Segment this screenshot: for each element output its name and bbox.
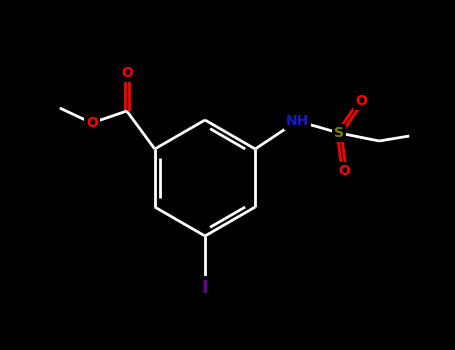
Text: I: I [202, 279, 208, 297]
Text: NH: NH [286, 114, 309, 128]
Text: O: O [355, 94, 367, 108]
Text: O: O [86, 116, 98, 130]
Text: O: O [121, 66, 133, 80]
Text: O: O [338, 164, 350, 178]
Text: S: S [334, 126, 344, 140]
